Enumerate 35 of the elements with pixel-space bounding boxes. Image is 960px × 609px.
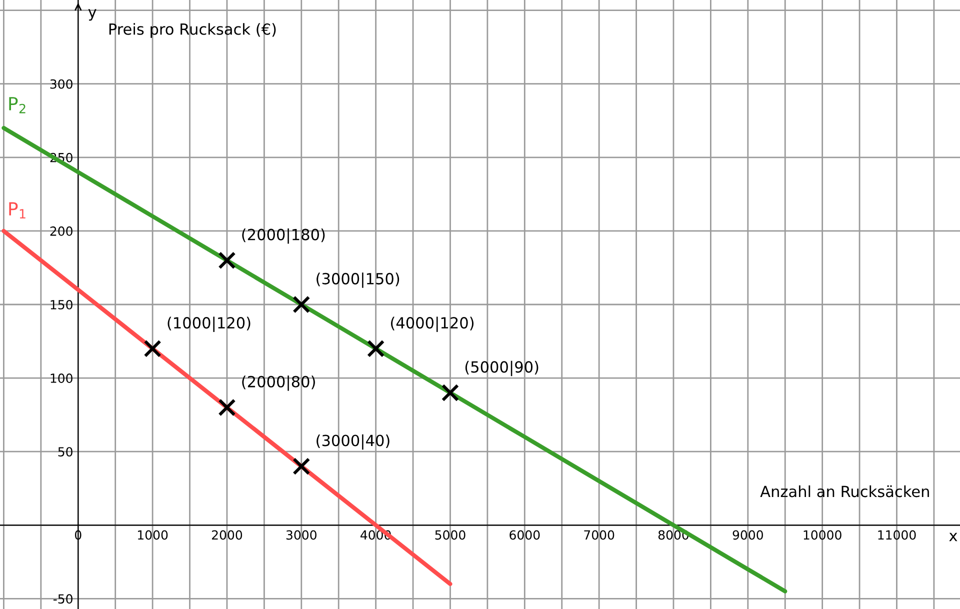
data-label: (5000|90): [465, 360, 538, 376]
point: [367, 340, 385, 358]
x-tick-label: 3000: [286, 530, 316, 540]
y-tick-label: 150: [50, 300, 72, 310]
data-label: (1000|120): [168, 316, 250, 332]
y-tick-label: 50: [58, 447, 72, 457]
y-tick-label: 200: [50, 226, 72, 236]
x-tick-label: 1000: [138, 530, 168, 540]
x-tick-label: 7000: [584, 530, 614, 540]
data-label: (3000|150): [316, 272, 400, 288]
data-label: (4000|120): [391, 316, 474, 332]
y-axis-title: y: [88, 9, 96, 21]
annotation: Anzahl an Rucksäcken: [760, 485, 929, 498]
y-tick-label: 300: [50, 79, 72, 89]
data-label: (2000|80): [242, 376, 315, 391]
series-label: P$_{2}$: [9, 97, 26, 114]
annotation: Preis pro Rucksack (€): [109, 23, 276, 38]
point: [441, 384, 460, 402]
data-label: (3000|40): [316, 434, 390, 450]
data-label: (2000|180): [242, 228, 325, 244]
point: [144, 340, 162, 358]
x-tick-label: 6000: [510, 530, 540, 540]
point: [218, 252, 236, 270]
point: [292, 458, 310, 476]
y-tick-label: 100: [50, 374, 72, 383]
x-tick-label: 9000: [732, 530, 763, 540]
x-tick-label: 5000: [435, 530, 466, 540]
series-label: P$_{1}$: [9, 202, 26, 218]
x-tick-label: 2000: [212, 530, 242, 540]
x-tick-label: 11000: [878, 530, 916, 540]
point: [292, 296, 310, 314]
x-axis-title: x: [949, 532, 958, 542]
x-tick-label: 10000: [804, 530, 842, 540]
point: [218, 398, 236, 416]
y-tick-label: -50: [53, 594, 72, 604]
